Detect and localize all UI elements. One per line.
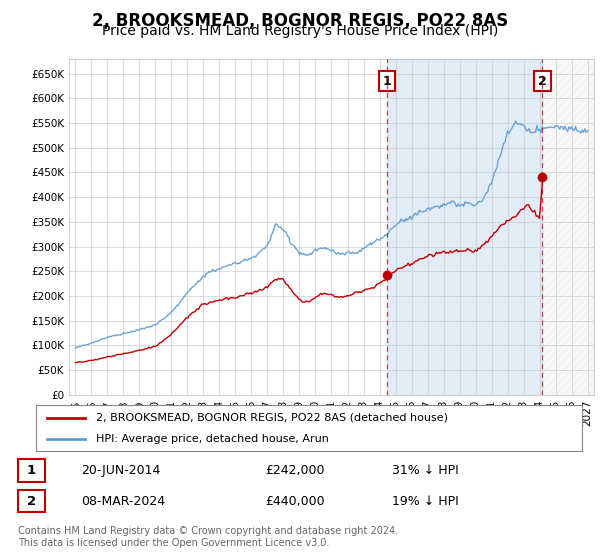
Text: HPI: Average price, detached house, Arun: HPI: Average price, detached house, Arun bbox=[96, 434, 329, 444]
Text: 31% ↓ HPI: 31% ↓ HPI bbox=[392, 464, 459, 477]
Text: 2, BROOKSMEAD, BOGNOR REGIS, PO22 8AS: 2, BROOKSMEAD, BOGNOR REGIS, PO22 8AS bbox=[92, 12, 508, 30]
Text: 2: 2 bbox=[538, 74, 547, 87]
Text: Price paid vs. HM Land Registry's House Price Index (HPI): Price paid vs. HM Land Registry's House … bbox=[102, 24, 498, 38]
FancyBboxPatch shape bbox=[18, 459, 46, 482]
Text: £440,000: £440,000 bbox=[265, 494, 325, 508]
Text: 20-JUN-2014: 20-JUN-2014 bbox=[81, 464, 160, 477]
Text: 2, BROOKSMEAD, BOGNOR REGIS, PO22 8AS (detached house): 2, BROOKSMEAD, BOGNOR REGIS, PO22 8AS (d… bbox=[96, 413, 448, 423]
Text: £242,000: £242,000 bbox=[265, 464, 325, 477]
Bar bbox=[387, 59, 542, 395]
Text: 1: 1 bbox=[27, 464, 36, 477]
Text: 08-MAR-2024: 08-MAR-2024 bbox=[81, 494, 165, 508]
Text: 19% ↓ HPI: 19% ↓ HPI bbox=[392, 494, 459, 508]
Bar bbox=[542, 59, 594, 395]
Text: 1: 1 bbox=[383, 74, 391, 87]
FancyBboxPatch shape bbox=[18, 490, 46, 512]
Text: Contains HM Land Registry data © Crown copyright and database right 2024.
This d: Contains HM Land Registry data © Crown c… bbox=[18, 526, 398, 548]
Text: 2: 2 bbox=[27, 494, 36, 508]
